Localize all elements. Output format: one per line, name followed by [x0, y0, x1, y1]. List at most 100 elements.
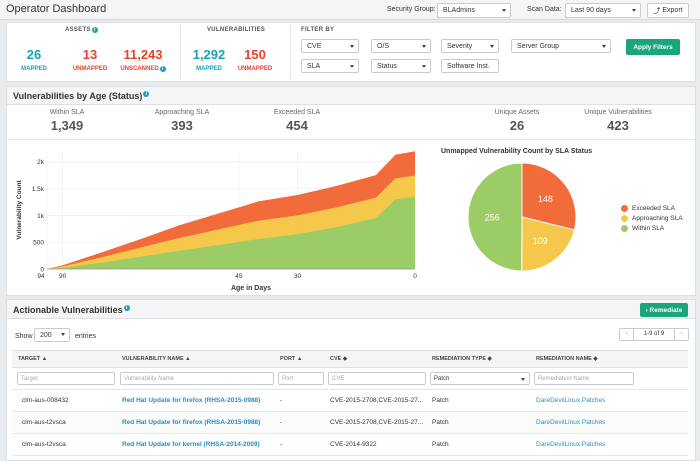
severity-filter[interactable]: Severity	[441, 39, 499, 53]
pie-slice-within-sla	[467, 162, 523, 272]
table-row[interactable]: clm-aus-008432 Red Hat Update for firefo…	[12, 390, 688, 412]
col-remediation-name[interactable]: REMEDIATION NAME ◆	[536, 356, 598, 362]
info-icon[interactable]: i	[159, 66, 166, 72]
cell-vuln-link[interactable]: Red Hat Update for kernel (RHSA-2014-200…	[122, 441, 260, 448]
cell-vuln-link[interactable]: Red Hat Update for firefox (RHSA-2015-09…	[122, 397, 261, 404]
cell-remediation-link[interactable]: DareDevilLinux Patches	[536, 441, 606, 448]
pager-prev-button[interactable]: ‹	[620, 329, 634, 340]
x-tick-label: 90	[59, 273, 67, 280]
exceeded-sla-label: Exceeded SLA	[273, 109, 321, 116]
summary-panel: ASSETS i 26 MAPPED 13 UNMAPPED 11,243 UNS…	[6, 22, 696, 82]
assets-unscanned-value: 11,243	[123, 47, 163, 62]
col-cve[interactable]: CVE ◆	[330, 356, 347, 362]
software-filter[interactable]: Software Inst.	[441, 59, 499, 73]
col-remediation-type[interactable]: REMEDIATION TYPE ◆	[432, 356, 492, 362]
sort-icon: ◆	[593, 356, 598, 362]
assets-unmapped[interactable]: 13 UNMAPPED	[65, 47, 115, 72]
remediation-type-select[interactable]: Patch	[430, 372, 530, 385]
vuln-filter-input[interactable]: Vulnerability Name	[120, 372, 274, 385]
col-remtype-label: REMEDIATION TYPE	[432, 356, 486, 362]
remediate-button[interactable]: › Remediate	[640, 303, 688, 317]
server-group-filter-text: Server Group	[517, 42, 560, 50]
pie-chart-title: Unmapped Vulnerability Count by SLA Stat…	[441, 148, 593, 155]
table-row[interactable]: clm-aus-t2vsca Red Hat Update for firefo…	[12, 412, 688, 434]
chevron-down-icon	[632, 8, 636, 12]
approaching-sla-label: Approaching SLA	[154, 109, 210, 116]
x-tick-label: 94	[37, 273, 45, 280]
y-tick-label: 0	[40, 267, 44, 274]
remediation-name-input[interactable]: Remediation Name	[534, 372, 634, 385]
info-icon[interactable]: i	[143, 91, 150, 97]
scan-date-select[interactable]: Last 90 days	[565, 3, 641, 18]
vuln-mapped[interactable]: 1,292 MAPPED	[187, 47, 231, 72]
entries-value: 200	[40, 331, 52, 339]
chevron-down-icon	[490, 45, 494, 48]
top-bar: Operator Dashboard Security Group: BLAdm…	[0, 0, 700, 20]
unique-vuln-value: 423	[607, 118, 629, 133]
pie-legend: Exceeded SLA Approaching SLA Within SLA	[621, 205, 683, 235]
sort-asc-icon: ▲	[185, 356, 191, 362]
cell-target: clm-aus-t2vsca	[22, 441, 66, 448]
export-button[interactable]: ⤴ Export	[647, 3, 689, 18]
x-tick-label: 0	[413, 273, 417, 280]
legend-item[interactable]: Within SLA	[621, 225, 683, 232]
cell-target: clm-aus-t2vsca	[22, 419, 66, 426]
legend-item[interactable]: Exceeded SLA	[621, 205, 683, 212]
server-group-filter[interactable]: Server Group	[511, 39, 611, 53]
assets-mapped[interactable]: 26 MAPPED	[13, 47, 55, 72]
cell-cve: CVE-2015-2708,CVE-2015-27...	[330, 419, 424, 426]
area-series-within-sla	[47, 196, 415, 269]
scan-date-value: Last 90 days	[571, 7, 611, 14]
cell-vuln-link[interactable]: Red Hat Update for firefox (RHSA-2015-09…	[122, 419, 261, 426]
sla-filter[interactable]: SLA	[301, 59, 359, 73]
assets-mapped-caption: MAPPED	[21, 66, 47, 72]
pager-text: 1-9 of 9	[643, 331, 665, 337]
os-filter[interactable]: O/S	[371, 39, 431, 53]
port-filter-input[interactable]: Port	[278, 372, 324, 385]
table-row[interactable]: clm-aus-t2vsca Red Hat Update for kernel…	[12, 434, 688, 456]
info-icon[interactable]: i	[91, 27, 98, 33]
sort-icon: ◆	[487, 356, 492, 362]
cell-remediation-link[interactable]: DareDevilLinux Patches	[536, 397, 606, 404]
col-port[interactable]: PORT ▲	[280, 356, 302, 362]
cve-filter[interactable]: CVE	[301, 39, 359, 53]
col-remname-label: REMEDIATION NAME	[536, 356, 592, 362]
vuln-unmapped[interactable]: 150 UNMAPPED	[229, 47, 281, 72]
vuln-mapped-caption: MAPPED	[196, 66, 222, 72]
vuln-mapped-value: 1,292	[192, 47, 226, 62]
unique-assets-stat: Unique Assets 26	[485, 109, 549, 133]
info-icon[interactable]: i	[123, 305, 130, 311]
col-vuln-name[interactable]: VULNERABILITY NAME ▲	[122, 356, 191, 362]
unique-assets-value: 26	[509, 118, 525, 133]
pie-data-label: 256	[485, 212, 500, 222]
cell-port: -	[280, 441, 283, 448]
cve-filter-input[interactable]: CVE	[328, 372, 426, 385]
chevron-down-icon	[350, 45, 354, 48]
divider	[290, 25, 291, 79]
assets-unscanned[interactable]: 11,243 UNSCANNED i	[115, 47, 171, 72]
x-tick-label: 30	[294, 273, 302, 280]
target-filter-input[interactable]: Target	[17, 372, 115, 385]
sort-asc-icon: ▲	[296, 356, 303, 362]
vuln-unmapped-value: 150	[244, 47, 266, 62]
cell-remediation-link[interactable]: DareDevilLinux Patches	[536, 419, 606, 426]
assets-unmapped-caption: UNMAPPED	[72, 66, 108, 72]
divider	[7, 139, 695, 140]
col-target[interactable]: TARGET ▲	[18, 356, 47, 362]
status-filter[interactable]: Status	[371, 59, 431, 73]
actionable-title: Actionable Vulnerabilities i	[13, 305, 130, 315]
filter-row: Target Vulnerability Name Port CVE Patch…	[12, 368, 688, 390]
security-group-select[interactable]: BLAdmins	[437, 3, 511, 18]
age-section-title-text: Vulnerabilities by Age (Status)	[13, 91, 143, 101]
scan-date-label: Scan Data:	[527, 6, 562, 13]
exceeded-sla-value: 454	[286, 118, 308, 133]
vulnerabilities-label: VULNERABILITIES	[207, 27, 266, 33]
pie-chart: 148 109 256	[467, 162, 577, 272]
pager-next-button[interactable]: ›	[674, 329, 688, 340]
y-tick-label: 500	[33, 240, 44, 247]
pie-slice-approaching-sla	[521, 216, 576, 272]
entries-select[interactable]: 200	[34, 328, 70, 342]
legend-item[interactable]: Approaching SLA	[621, 215, 683, 222]
assets-unscanned-caption-text: UNSCANNED	[120, 66, 159, 72]
apply-filters-button[interactable]: Apply Filters	[626, 39, 680, 55]
